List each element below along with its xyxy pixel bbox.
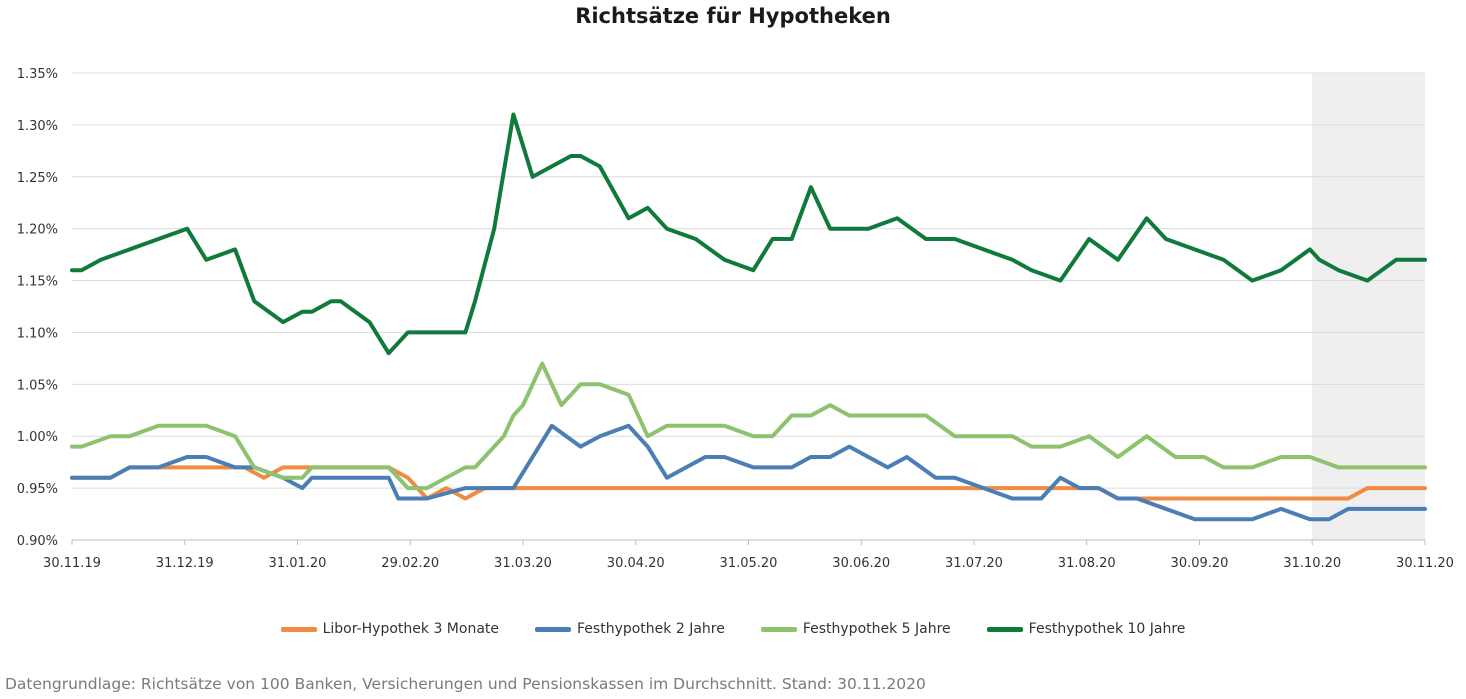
y-tick-label: 1.10%: [17, 326, 58, 341]
x-axis-ticks: 30.11.19 31.12.19 31.01.20 29.02.20 31.03.20…: [43, 540, 1454, 571]
legend-item: Festhypothek 5 Jahre: [760, 621, 951, 637]
series-line-1: [70, 465, 1427, 501]
y-tick-label: 1.05%: [17, 378, 58, 393]
x-tick-label: 31.03.20: [494, 556, 552, 571]
x-tick-label: 31.12.19: [156, 556, 214, 571]
legend-label: Festhypothek 10 Jahre: [1028, 621, 1186, 637]
x-tick-label: 30.11.19: [43, 556, 101, 571]
series-line-4: [70, 112, 1427, 356]
x-tick-label: 31.05.20: [720, 556, 778, 571]
legend-swatch: [535, 626, 572, 632]
y-tick-label: 1.15%: [17, 275, 58, 290]
y-tick-label: 1.30%: [17, 119, 58, 134]
legend-label: Libor-Hypothek 3 Monate: [322, 621, 500, 637]
x-tick-label: 31.08.20: [1058, 556, 1116, 571]
x-tick-label: 30.09.20: [1171, 556, 1229, 571]
legend-label: Festhypothek 5 Jahre: [802, 621, 951, 637]
highlight-rect: [1312, 73, 1425, 540]
chart-title: Richtsätze für Hypotheken: [575, 4, 891, 28]
y-tick-label: 0.90%: [17, 534, 58, 549]
legend-swatch: [986, 626, 1023, 632]
series-line-2: [70, 423, 1427, 522]
legend-swatch: [760, 626, 797, 632]
y-tick-label: 1.00%: [17, 430, 58, 445]
y-tick-label: 1.20%: [17, 223, 58, 238]
highlight-region: [1312, 73, 1425, 540]
legend-swatch: [280, 626, 317, 632]
x-tick-label: 30.06.20: [832, 556, 890, 571]
x-tick-label: 30.04.20: [607, 556, 665, 571]
legend-item: Libor-Hypothek 3 Monate: [280, 621, 500, 637]
line-chart: 0.90% 0.95% 1.00% 1.05% 1.10% 1.15% 1.20% 1.25%…: [17, 67, 1454, 571]
series-line-3: [70, 361, 1427, 491]
x-tick-label: 31.10.20: [1283, 556, 1341, 571]
series-lines: [70, 112, 1427, 522]
legend-item: Festhypothek 10 Jahre: [986, 621, 1186, 637]
y-tick-label: 1.25%: [17, 171, 58, 186]
y-tick-label: 1.35%: [17, 67, 58, 82]
x-tick-label: 31.07.20: [945, 556, 1003, 571]
y-axis-ticks: 0.90% 0.95% 1.00% 1.05% 1.10% 1.15% 1.20% 1.25%…: [17, 67, 58, 549]
footnote: Datengrundlage: Richtsätze von 100 Banke…: [5, 675, 926, 693]
x-tick-label: 29.02.20: [381, 556, 439, 571]
x-tick-label: 30.11.20: [1396, 556, 1454, 571]
y-tick-label: 0.95%: [17, 482, 58, 497]
legend-item: Festhypothek 2 Jahre: [535, 621, 725, 637]
legend: Libor-Hypothek 3 Monate Festhypothek 2 Ja…: [0, 621, 1466, 637]
x-tick-label: 31.01.20: [269, 556, 327, 571]
legend-label: Festhypothek 2 Jahre: [577, 621, 725, 637]
